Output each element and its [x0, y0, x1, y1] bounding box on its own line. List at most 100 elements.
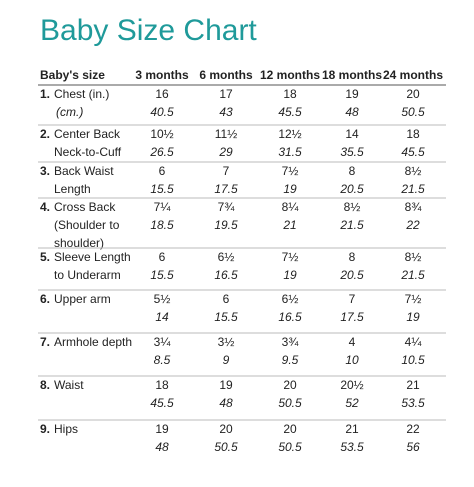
cm-value: 45.5 — [401, 145, 425, 159]
row-label: to Underarm — [54, 268, 121, 282]
inch-value: 8 — [349, 164, 356, 178]
cm-value: 21.5 — [400, 182, 425, 196]
cm-value: 48 — [345, 105, 359, 119]
inch-value: 11½ — [215, 127, 237, 141]
inch-value: 6 — [159, 250, 166, 264]
cm-value: 17.5 — [340, 310, 364, 324]
inch-value: 8¾ — [405, 200, 423, 214]
row-number: 2. — [40, 127, 50, 141]
cm-value: 50.5 — [278, 396, 302, 410]
cm-value: 16.5 — [214, 268, 238, 282]
column-header: 12 months — [260, 68, 320, 82]
row-number: 7. — [40, 335, 50, 349]
cm-value: 26.5 — [149, 145, 174, 159]
inch-value: 8 — [349, 250, 356, 264]
cm-value: 56 — [406, 440, 420, 454]
inch-value: 20½ — [340, 378, 363, 392]
inch-value: 21 — [345, 422, 359, 436]
row-number: 4. — [40, 200, 50, 214]
title: Baby Size Chart — [40, 14, 257, 47]
inch-value: 3¼ — [154, 335, 172, 349]
column-header: 3 months — [135, 68, 189, 82]
inch-value: 7½ — [282, 164, 299, 178]
cm-value: 52 — [345, 396, 359, 410]
inch-value: 6 — [159, 164, 166, 178]
cm-value: 10.5 — [401, 353, 425, 367]
cm-value: 22 — [405, 218, 420, 232]
row-label: Neck-to-Cuff — [54, 145, 122, 159]
column-header: Baby's size — [40, 68, 105, 82]
inch-value: 19 — [219, 378, 233, 392]
row-label: Upper arm — [54, 292, 111, 306]
row-number: 3. — [40, 164, 50, 178]
cm-value: 15.5 — [150, 182, 174, 196]
inch-value: 4¼ — [405, 335, 423, 349]
cm-value: 15.5 — [214, 310, 238, 324]
inch-value: 3¾ — [282, 335, 300, 349]
inch-value: 8½ — [344, 200, 361, 214]
cm-value: 19 — [283, 268, 297, 282]
cm-value: 43 — [219, 105, 233, 119]
inch-value: 20 — [219, 422, 233, 436]
cm-value: 8.5 — [154, 353, 171, 367]
cm-value: 50.5 — [401, 105, 425, 119]
cm-value: 19 — [283, 182, 297, 196]
row-label: (cm.) — [56, 105, 83, 119]
cm-value: 18.5 — [150, 218, 174, 232]
cm-value: 17.5 — [214, 182, 238, 196]
inch-value: 19 — [345, 87, 359, 101]
cm-value: 45.5 — [150, 396, 174, 410]
row-number: 9. — [40, 422, 50, 436]
row-label: Armhole depth — [54, 335, 132, 349]
inch-value: 16 — [155, 87, 169, 101]
cm-value: 19.5 — [214, 218, 238, 232]
cm-value: 40.5 — [150, 105, 174, 119]
cm-value: 45.5 — [278, 105, 302, 119]
inch-value: 21 — [406, 378, 420, 392]
inch-value: 12½ — [278, 127, 301, 141]
inch-value: 20 — [283, 378, 297, 392]
inch-value: 4 — [349, 335, 356, 349]
inch-value: 7½ — [405, 292, 422, 306]
cm-value: 35.5 — [340, 145, 364, 159]
inch-value: 7 — [349, 292, 356, 306]
row-label: Waist — [54, 378, 84, 392]
inch-value: 7½ — [282, 250, 299, 264]
column-header: 24 months — [383, 68, 443, 82]
row-number: 6. — [40, 292, 50, 306]
row-label: Sleeve Length — [54, 250, 131, 264]
cm-value: 50.5 — [278, 440, 302, 454]
cm-value: 21.5 — [339, 218, 364, 232]
row-number: 8. — [40, 378, 50, 392]
cm-value: 53.5 — [340, 440, 364, 454]
cm-value: 10 — [345, 353, 359, 367]
cm-value: 21 — [282, 218, 296, 232]
cm-value: 20.5 — [339, 182, 364, 196]
inch-value: 22 — [406, 422, 420, 436]
inch-value: 8½ — [405, 164, 422, 178]
inch-value: 18 — [155, 378, 169, 392]
inch-value: 7¼ — [154, 200, 172, 214]
cm-value: 15.5 — [150, 268, 174, 282]
row-number: 5. — [40, 250, 50, 264]
inch-value: 18 — [283, 87, 297, 101]
cm-value: 14 — [155, 310, 169, 324]
inch-value: 18 — [406, 127, 420, 141]
column-header: 18 months — [322, 68, 382, 82]
inch-value: 5½ — [154, 292, 171, 306]
inch-value: 8½ — [405, 250, 422, 264]
inch-value: 10½ — [150, 127, 173, 141]
inch-value: 6½ — [218, 250, 235, 264]
cm-value: 48 — [219, 396, 233, 410]
row-number: 1. — [40, 87, 50, 101]
cm-value: 31.5 — [278, 145, 302, 159]
inch-value: 6 — [223, 292, 230, 306]
cm-value: 50.5 — [214, 440, 238, 454]
inch-value: 3½ — [218, 335, 235, 349]
cm-value: 9 — [223, 353, 230, 367]
cm-value: 16.5 — [278, 310, 302, 324]
inch-value: 20 — [283, 422, 297, 436]
inch-value: 17 — [219, 87, 233, 101]
inch-value: 7 — [223, 164, 230, 178]
inch-value: 6½ — [282, 292, 299, 306]
